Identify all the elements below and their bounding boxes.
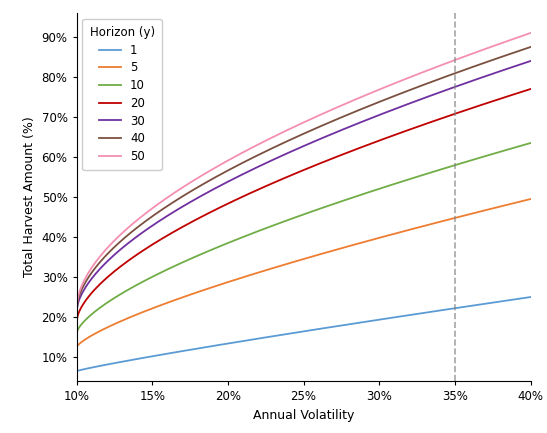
50 — [456, 56, 463, 61]
50 — [527, 30, 534, 36]
30 — [75, 300, 82, 305]
1 — [485, 301, 491, 306]
20 — [344, 150, 350, 155]
Line: 30: 30 — [77, 61, 531, 311]
20 — [456, 110, 463, 115]
20 — [485, 100, 491, 105]
20 — [73, 318, 80, 323]
1 — [456, 305, 463, 310]
30 — [485, 73, 491, 78]
10 — [73, 330, 80, 336]
10 — [485, 153, 491, 158]
30 — [351, 122, 358, 127]
30 — [342, 126, 348, 131]
50 — [75, 294, 82, 299]
Line: 20: 20 — [77, 89, 531, 321]
1 — [527, 294, 534, 300]
Legend: 1, 5, 10, 20, 30, 40, 50: 1, 5, 10, 20, 30, 40, 50 — [83, 19, 162, 170]
5 — [351, 242, 358, 247]
5 — [527, 197, 534, 202]
Line: 1: 1 — [77, 297, 531, 371]
50 — [485, 45, 491, 51]
30 — [527, 58, 534, 64]
50 — [342, 101, 348, 107]
40 — [456, 69, 463, 74]
20 — [342, 151, 348, 156]
50 — [73, 304, 80, 310]
40 — [73, 307, 80, 312]
20 — [527, 87, 534, 92]
20 — [75, 312, 82, 317]
30 — [456, 83, 463, 88]
40 — [342, 113, 348, 118]
Y-axis label: Total Harvest Amount (%): Total Harvest Amount (%) — [23, 116, 36, 278]
10 — [342, 197, 348, 203]
Line: 10: 10 — [77, 143, 531, 333]
40 — [351, 109, 358, 114]
50 — [351, 97, 358, 103]
40 — [485, 59, 491, 64]
1 — [75, 368, 82, 373]
50 — [344, 100, 350, 106]
Line: 5: 5 — [77, 199, 531, 347]
5 — [344, 244, 350, 249]
1 — [342, 322, 348, 327]
1 — [344, 322, 350, 327]
X-axis label: Annual Volatility: Annual Volatility — [253, 409, 354, 422]
30 — [73, 308, 80, 313]
40 — [344, 113, 350, 118]
40 — [527, 45, 534, 50]
10 — [75, 326, 82, 332]
10 — [344, 197, 350, 202]
1 — [351, 321, 358, 326]
5 — [485, 207, 491, 212]
1 — [73, 368, 80, 374]
10 — [527, 140, 534, 145]
5 — [456, 214, 463, 220]
10 — [351, 194, 358, 200]
Line: 50: 50 — [77, 33, 531, 307]
5 — [75, 343, 82, 348]
40 — [75, 297, 82, 302]
20 — [351, 147, 358, 152]
5 — [73, 344, 80, 349]
Line: 40: 40 — [77, 47, 531, 309]
30 — [344, 125, 350, 130]
10 — [456, 161, 463, 166]
5 — [342, 245, 348, 250]
